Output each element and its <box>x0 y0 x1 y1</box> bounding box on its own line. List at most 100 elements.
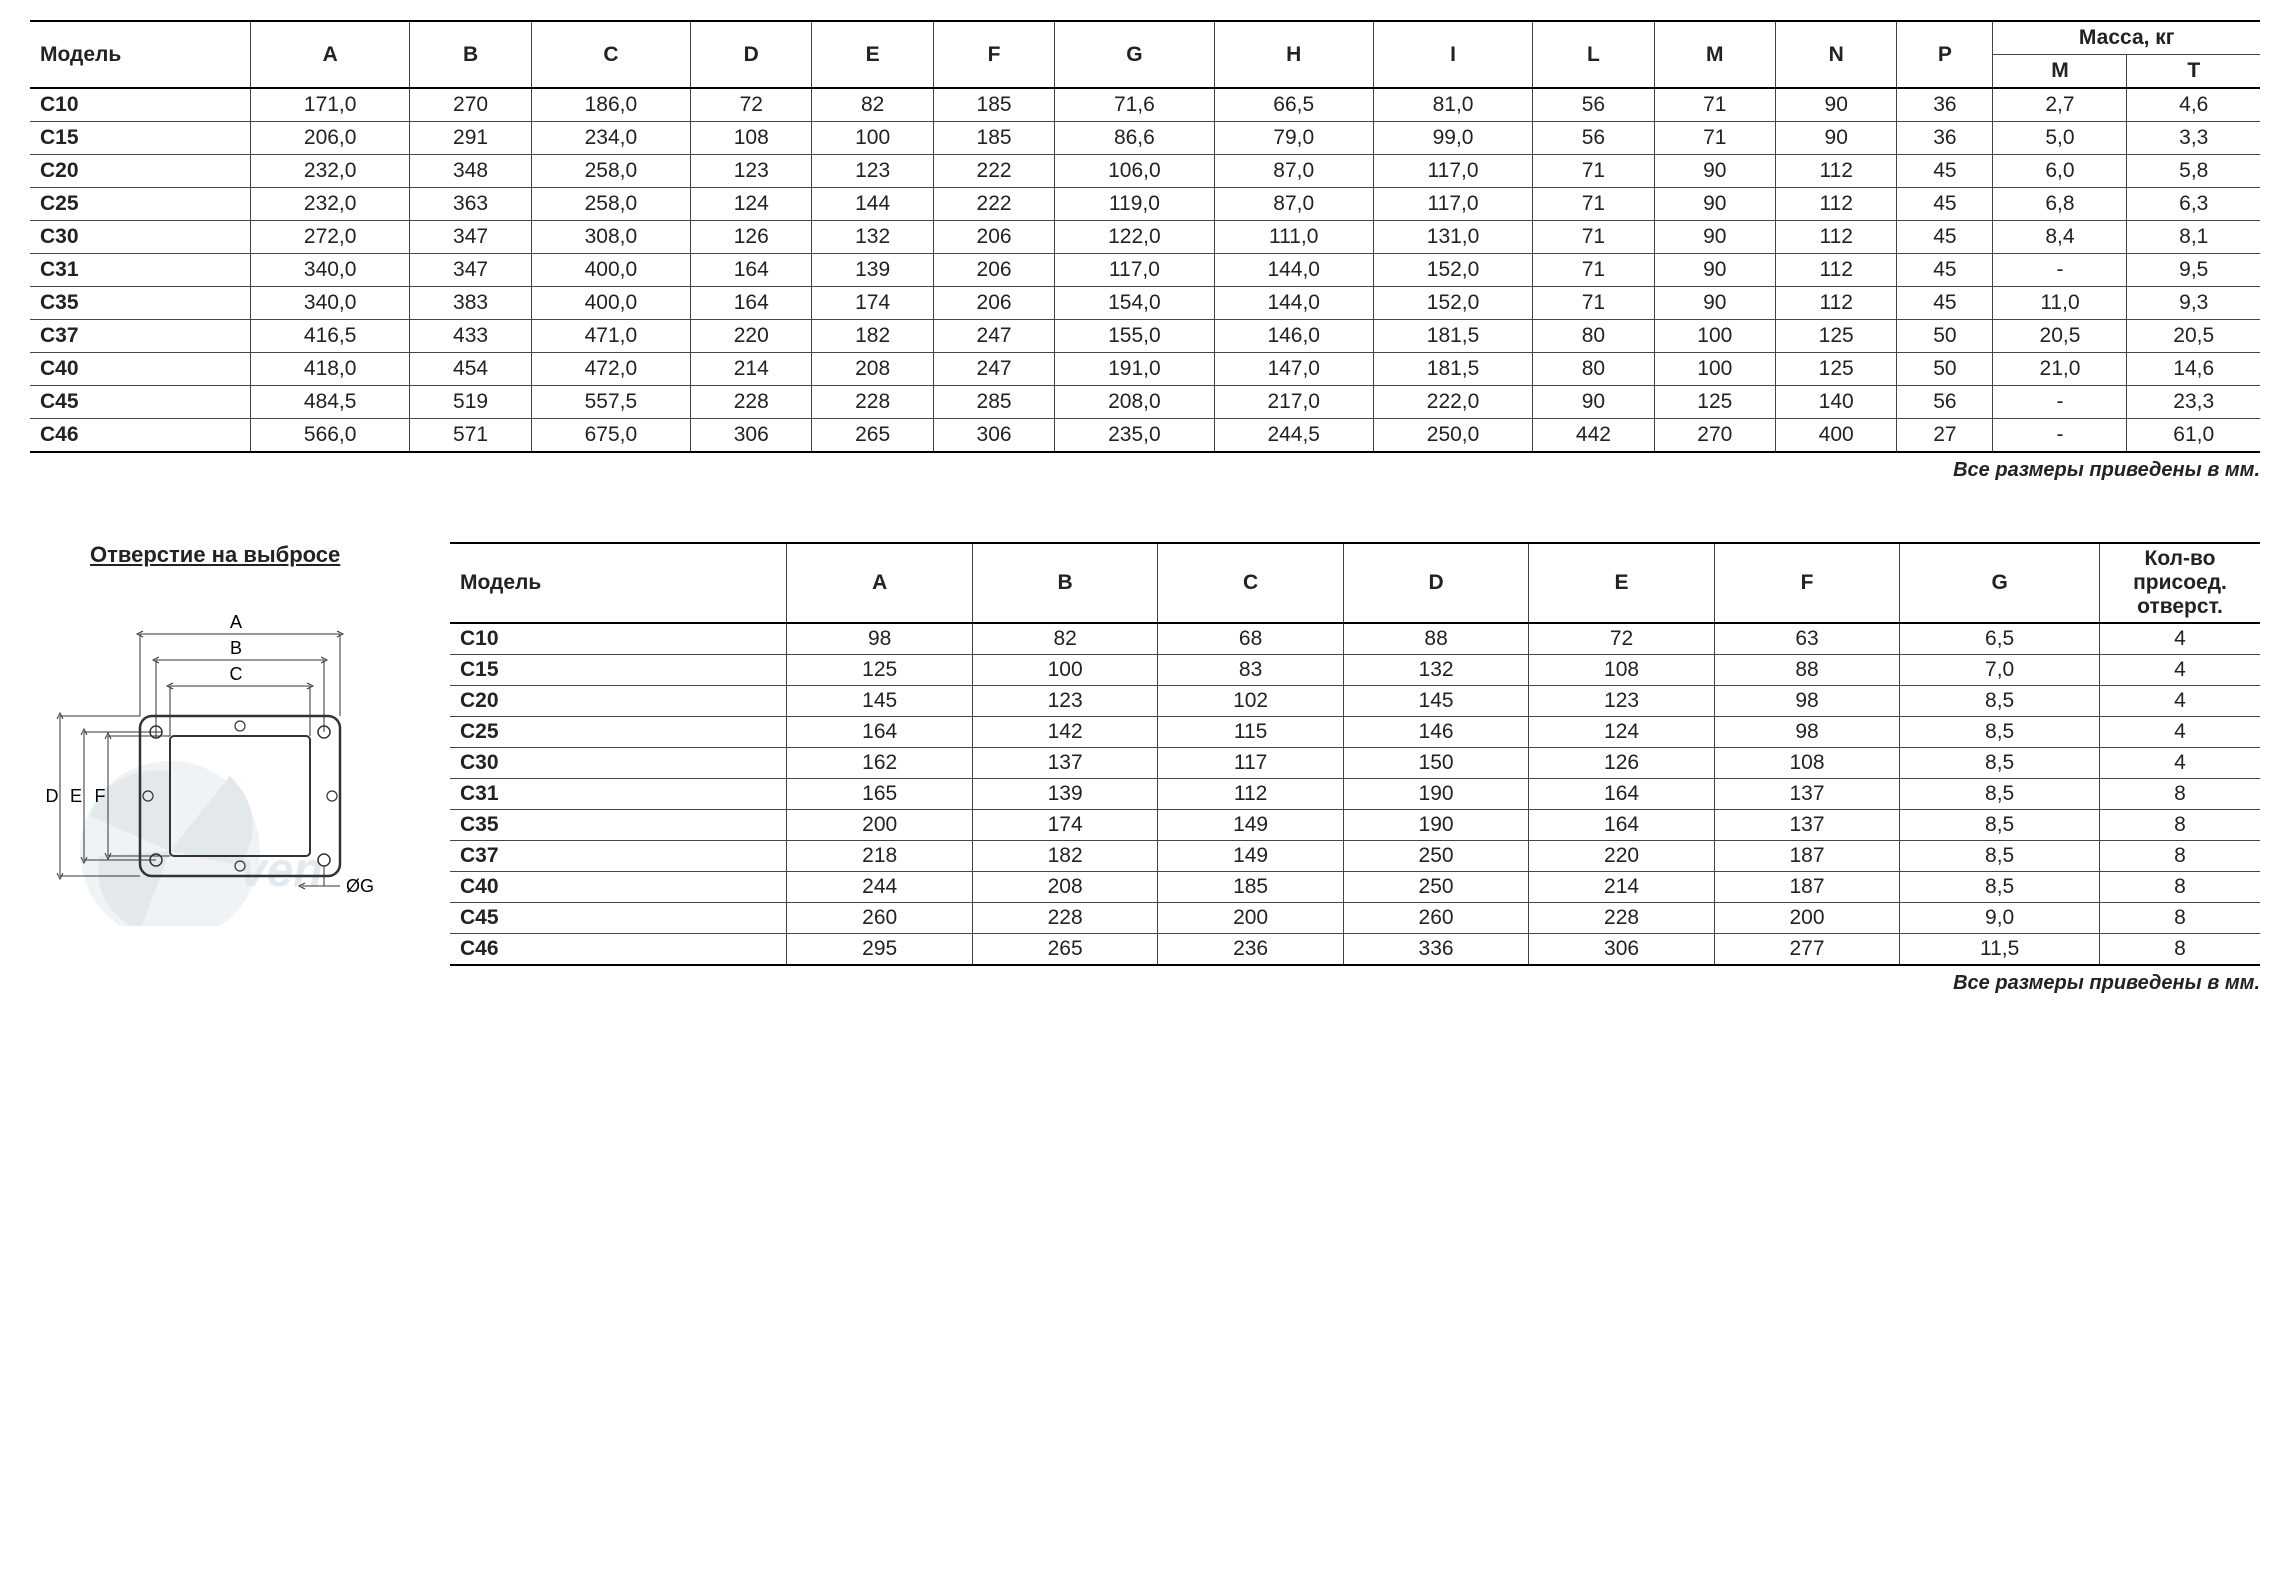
value-cell: 140 <box>1776 386 1897 419</box>
value-cell: 63 <box>1714 623 1899 655</box>
value-cell: 244,5 <box>1214 419 1373 453</box>
model-cell: C35 <box>30 287 251 320</box>
value-cell: 270 <box>410 88 531 122</box>
model-cell: C46 <box>30 419 251 453</box>
value-cell: 206 <box>933 254 1054 287</box>
value-cell: 347 <box>410 254 531 287</box>
value-cell: 185 <box>1158 872 1343 903</box>
value-cell: 8 <box>2100 903 2261 934</box>
value-cell: 214 <box>691 353 812 386</box>
model-cell: C37 <box>450 841 787 872</box>
value-cell: 187 <box>1714 841 1899 872</box>
value-cell: 4 <box>2100 686 2261 717</box>
value-cell: 6,8 <box>1993 188 2127 221</box>
model-cell: C40 <box>30 353 251 386</box>
col-p: P <box>1897 21 1993 88</box>
value-cell: 81,0 <box>1373 88 1532 122</box>
col-g: G <box>1055 21 1214 88</box>
value-cell: 100 <box>972 655 1157 686</box>
value-cell: 9,3 <box>2127 287 2260 320</box>
footnote-1: Все размеры приведены в мм. <box>30 459 2260 482</box>
value-cell: 164 <box>691 254 812 287</box>
col-a: A <box>251 21 410 88</box>
value-cell: 149 <box>1158 810 1343 841</box>
model-cell: C30 <box>450 748 787 779</box>
value-cell: 247 <box>933 320 1054 353</box>
value-cell: 306 <box>933 419 1054 453</box>
value-cell: 218 <box>787 841 972 872</box>
dim-g: ØG <box>346 876 374 896</box>
table-row: C31340,0347400,0164139206117,0144,0152,0… <box>30 254 2260 287</box>
value-cell: 200 <box>1714 903 1899 934</box>
model-cell: C31 <box>450 779 787 810</box>
value-cell: 4 <box>2100 748 2261 779</box>
value-cell: 6,3 <box>2127 188 2260 221</box>
value-cell: 87,0 <box>1214 188 1373 221</box>
value-cell: 45 <box>1897 254 1993 287</box>
value-cell: 137 <box>1714 779 1899 810</box>
value-cell: 100 <box>812 122 933 155</box>
value-cell: 6,5 <box>1900 623 2100 655</box>
value-cell: 45 <box>1897 188 1993 221</box>
value-cell: 72 <box>691 88 812 122</box>
table-row: C45484,5519557,5228228285208,0217,0222,0… <box>30 386 2260 419</box>
table-row: C37416,5433471,0220182247155,0146,0181,5… <box>30 320 2260 353</box>
value-cell: 8,5 <box>1900 810 2100 841</box>
model-cell: C46 <box>450 934 787 966</box>
value-cell: 90 <box>1654 155 1775 188</box>
value-cell: 36 <box>1897 88 1993 122</box>
value-cell: 208,0 <box>1055 386 1214 419</box>
value-cell: 50 <box>1897 320 1993 353</box>
value-cell: 83 <box>1158 655 1343 686</box>
value-cell: 71 <box>1533 221 1654 254</box>
value-cell: 90 <box>1776 122 1897 155</box>
value-cell: 164 <box>787 717 972 748</box>
value-cell: 144,0 <box>1214 287 1373 320</box>
value-cell: 155,0 <box>1055 320 1214 353</box>
table-row: C402442081852502141878,58 <box>450 872 2260 903</box>
value-cell: 165 <box>787 779 972 810</box>
value-cell: - <box>1993 254 2127 287</box>
value-cell: 222,0 <box>1373 386 1532 419</box>
value-cell: 265 <box>812 419 933 453</box>
value-cell: 8,4 <box>1993 221 2127 254</box>
value-cell: 36 <box>1897 122 1993 155</box>
value-cell: 137 <box>1714 810 1899 841</box>
value-cell: 557,5 <box>531 386 690 419</box>
value-cell: 20,5 <box>1993 320 2127 353</box>
value-cell: 187 <box>1714 872 1899 903</box>
value-cell: 220 <box>691 320 812 353</box>
value-cell: 442 <box>1533 419 1654 453</box>
value-cell: 115 <box>1158 717 1343 748</box>
value-cell: 228 <box>1529 903 1714 934</box>
value-cell: 418,0 <box>251 353 410 386</box>
model-cell: C10 <box>30 88 251 122</box>
value-cell: 454 <box>410 353 531 386</box>
dim-d: D <box>46 786 59 806</box>
t2-col-b: B <box>972 543 1157 623</box>
model-cell: C25 <box>450 717 787 748</box>
model-cell: C45 <box>30 386 251 419</box>
value-cell: 8,5 <box>1900 686 2100 717</box>
table-row: C1512510083132108887,04 <box>450 655 2260 686</box>
value-cell: 144 <box>812 188 933 221</box>
table-row: C20145123102145123988,54 <box>450 686 2260 717</box>
value-cell: 277 <box>1714 934 1899 966</box>
value-cell: 8,5 <box>1900 717 2100 748</box>
outlet-diagram: ven A B <box>30 586 410 926</box>
value-cell: 112 <box>1158 779 1343 810</box>
value-cell: 71 <box>1533 254 1654 287</box>
model-cell: C35 <box>450 810 787 841</box>
value-cell: 8,5 <box>1900 779 2100 810</box>
value-cell: 260 <box>787 903 972 934</box>
value-cell: 306 <box>1529 934 1714 966</box>
value-cell: 433 <box>410 320 531 353</box>
model-cell: C20 <box>30 155 251 188</box>
value-cell: 190 <box>1343 810 1528 841</box>
table-row: C25232,0363258,0124144222119,087,0117,07… <box>30 188 2260 221</box>
value-cell: 71 <box>1654 88 1775 122</box>
diagram-title: Отверстие на выбросе <box>90 542 410 568</box>
value-cell: 4 <box>2100 655 2261 686</box>
t2-col-c: C <box>1158 543 1343 623</box>
t2-col-holes: Кол-во присоед. отверст. <box>2100 543 2261 623</box>
